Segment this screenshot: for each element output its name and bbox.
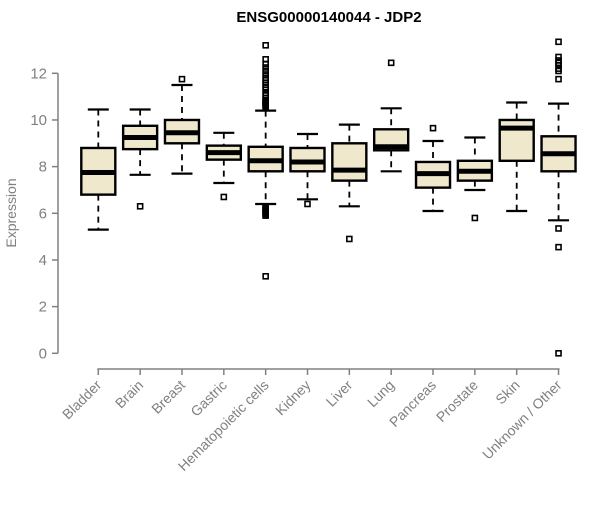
box-breast — [163, 75, 201, 175]
y-axis-title: Expression — [3, 178, 19, 247]
outlier-point — [220, 193, 228, 201]
box-unknown-other — [540, 38, 577, 357]
outlier-point — [262, 74, 269, 82]
box-brain — [121, 108, 159, 210]
x-tick-label-brain: Brain — [112, 377, 146, 411]
box-lung — [372, 59, 410, 173]
y-tick-label: 6 — [39, 205, 47, 222]
y-tick-label: 0 — [39, 345, 47, 362]
x-tick-label-kidney: Kidney — [272, 377, 314, 419]
outlier-point — [555, 243, 562, 251]
outlier-point — [262, 203, 269, 210]
x-tick-label-unknown-other: Unknown / Other — [479, 377, 565, 463]
box-bladder — [80, 108, 117, 231]
box-pancreas — [414, 124, 452, 213]
outlier-point — [555, 65, 562, 72]
outlier-point — [262, 89, 269, 97]
y-tick-label: 2 — [39, 299, 47, 316]
outlier-point — [387, 59, 395, 67]
outlier-point — [262, 64, 269, 71]
outlier-point — [178, 75, 186, 83]
box-hematopoietic-cells — [247, 42, 284, 280]
y-tick-label: 10 — [30, 112, 47, 129]
outlier-point — [346, 235, 353, 243]
y-tick-label: 4 — [39, 252, 47, 269]
outlier-point — [262, 42, 269, 49]
outlier-point — [555, 38, 562, 46]
x-tick-label-skin: Skin — [492, 377, 523, 408]
outlier-point — [555, 53, 562, 61]
chart-title: ENSG00000140044 - JDP2 — [236, 9, 421, 26]
x-tick-label-bladder: Bladder — [59, 377, 105, 423]
y-tick-label: 12 — [30, 65, 47, 82]
outlier-point — [429, 124, 437, 132]
outlier-point — [262, 71, 269, 78]
x-tick-label-liver: Liver — [323, 377, 356, 410]
iqr-box — [331, 142, 368, 182]
outlier-point — [555, 75, 562, 83]
outlier-point — [555, 57, 562, 64]
outlier-point — [304, 200, 311, 208]
box-gastric — [205, 131, 243, 201]
x-tick-label-lung: Lung — [364, 377, 397, 410]
outlier-point — [262, 67, 269, 75]
outlier-point — [555, 349, 562, 357]
outlier-point — [136, 203, 144, 210]
box-liver — [331, 123, 368, 243]
y-tick-label: 8 — [39, 159, 47, 176]
x-tick-label-breast: Breast — [148, 377, 188, 417]
box-skin — [498, 101, 535, 213]
outlier-point — [262, 56, 269, 63]
box-kidney — [289, 132, 326, 208]
outlier-point — [262, 273, 269, 280]
x-tick-label-prostate: Prostate — [433, 377, 481, 425]
outlier-point — [471, 214, 479, 222]
box-prostate — [456, 136, 494, 222]
box-series — [80, 38, 577, 357]
outlier-point — [555, 225, 562, 232]
